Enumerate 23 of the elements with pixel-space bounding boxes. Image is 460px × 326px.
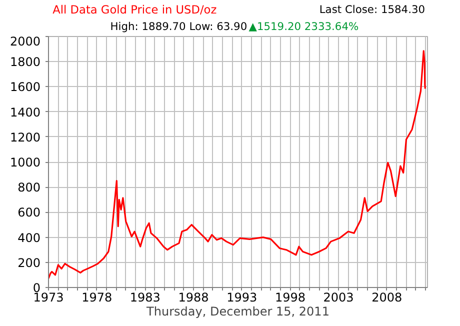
y-tick-label: 1800 xyxy=(10,55,41,70)
y-tick-label: 1400 xyxy=(10,105,41,120)
y-tick-label: 1200 xyxy=(10,130,41,144)
x-tick-label: 1983 xyxy=(130,290,160,304)
y-tick-label: 2000 xyxy=(10,34,41,48)
x-tick-label: 1988 xyxy=(178,290,209,304)
x-tick-label: 2003 xyxy=(323,290,354,304)
text: ▲1519.20 2333.64% xyxy=(248,20,359,33)
y-tick-label: 400 xyxy=(18,230,40,245)
text: Last Close: 1584.30 xyxy=(319,3,426,16)
y-tick-label: 200 xyxy=(18,256,40,270)
chart-title: All Data Gold Price in USD/oz xyxy=(52,2,217,16)
x-tick-label: 1978 xyxy=(82,290,112,304)
x-tick-label: 1998 xyxy=(274,290,306,304)
line-series xyxy=(48,50,426,280)
y-tick-label: 1000 xyxy=(10,156,41,170)
x-tick-label: 2008 xyxy=(372,290,402,304)
y-tick-label: 1600 xyxy=(10,80,41,94)
x-axis-title: Thursday, December 15, 2011 xyxy=(146,304,330,318)
y-tick-label: 600 xyxy=(18,206,40,220)
text: High: 1889.70 Low: 63.90 xyxy=(110,20,248,33)
x-tick-label: 1993 xyxy=(226,290,258,304)
y-tick-label: 800 xyxy=(18,180,40,195)
